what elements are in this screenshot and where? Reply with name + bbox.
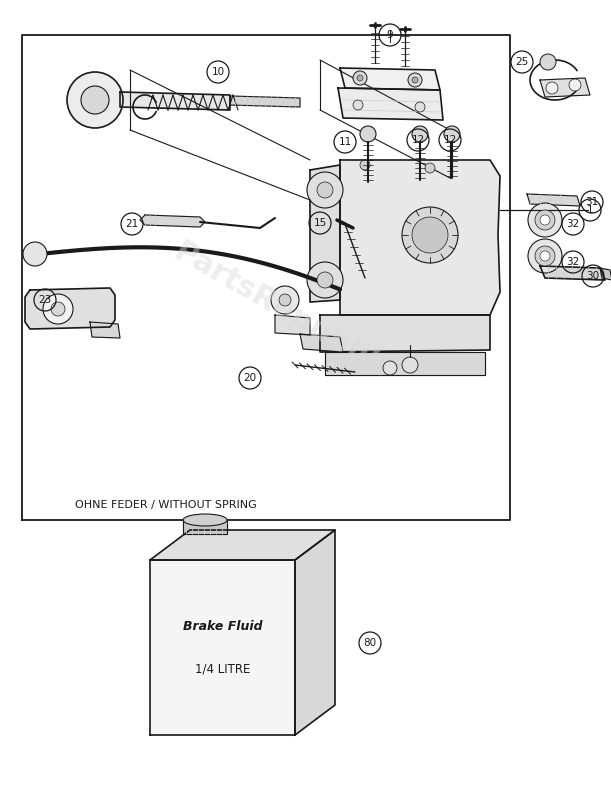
Polygon shape (230, 96, 300, 107)
Text: 30: 30 (587, 271, 599, 281)
Circle shape (535, 246, 555, 266)
Polygon shape (300, 334, 343, 352)
Circle shape (360, 126, 376, 142)
Polygon shape (25, 288, 115, 329)
Text: PartsRepublik: PartsRepublik (169, 237, 391, 382)
Circle shape (402, 357, 418, 373)
Circle shape (415, 102, 425, 112)
Text: 10: 10 (211, 67, 225, 77)
Polygon shape (295, 530, 335, 735)
Circle shape (408, 73, 422, 87)
Circle shape (528, 239, 562, 273)
Text: OHNE FEDER / WITHOUT SPRING: OHNE FEDER / WITHOUT SPRING (75, 500, 257, 510)
Polygon shape (540, 266, 605, 280)
Circle shape (317, 272, 333, 288)
Circle shape (279, 294, 291, 306)
Text: 31: 31 (585, 197, 599, 207)
Ellipse shape (183, 514, 227, 526)
Circle shape (51, 302, 65, 316)
Polygon shape (150, 530, 335, 560)
Text: 12: 12 (411, 135, 425, 145)
Text: 21: 21 (125, 219, 139, 229)
Text: Brake Fluid: Brake Fluid (183, 620, 262, 633)
Circle shape (540, 251, 550, 261)
Circle shape (353, 71, 367, 85)
Text: 1: 1 (587, 205, 593, 215)
Circle shape (360, 160, 370, 170)
Text: 1/4 LITRE: 1/4 LITRE (195, 662, 250, 675)
Circle shape (412, 77, 418, 83)
Text: 15: 15 (313, 218, 327, 228)
Circle shape (546, 82, 558, 94)
Circle shape (353, 100, 363, 110)
Circle shape (444, 126, 460, 142)
Text: 11: 11 (338, 137, 351, 147)
Polygon shape (325, 352, 485, 375)
Text: 12: 12 (444, 135, 456, 145)
Polygon shape (90, 322, 120, 338)
Circle shape (540, 215, 550, 225)
Text: 9: 9 (387, 30, 393, 40)
Circle shape (569, 79, 581, 91)
Polygon shape (527, 194, 580, 206)
Circle shape (271, 286, 299, 314)
Circle shape (528, 203, 562, 237)
Circle shape (412, 217, 448, 253)
Polygon shape (540, 78, 590, 97)
Polygon shape (340, 68, 440, 90)
Circle shape (412, 126, 428, 142)
Circle shape (81, 86, 109, 114)
Polygon shape (310, 165, 340, 302)
Polygon shape (120, 92, 230, 110)
Circle shape (425, 163, 435, 173)
Circle shape (383, 361, 397, 375)
Circle shape (67, 72, 123, 128)
Circle shape (43, 294, 73, 324)
Text: 20: 20 (243, 373, 257, 383)
Circle shape (357, 75, 363, 81)
Text: 32: 32 (566, 257, 580, 267)
Circle shape (307, 172, 343, 208)
Circle shape (540, 54, 556, 70)
Polygon shape (338, 88, 443, 120)
Circle shape (23, 242, 47, 266)
Text: 32: 32 (566, 219, 580, 229)
Polygon shape (183, 520, 227, 534)
Circle shape (307, 262, 343, 298)
Text: 25: 25 (515, 57, 529, 67)
Polygon shape (340, 160, 500, 315)
Text: 80: 80 (364, 638, 376, 648)
Text: 23: 23 (38, 295, 51, 305)
Polygon shape (320, 315, 490, 352)
Circle shape (317, 182, 333, 198)
Polygon shape (150, 560, 295, 735)
Circle shape (535, 210, 555, 230)
Polygon shape (275, 315, 310, 335)
Polygon shape (140, 215, 205, 227)
Polygon shape (600, 268, 611, 280)
Circle shape (402, 207, 458, 263)
